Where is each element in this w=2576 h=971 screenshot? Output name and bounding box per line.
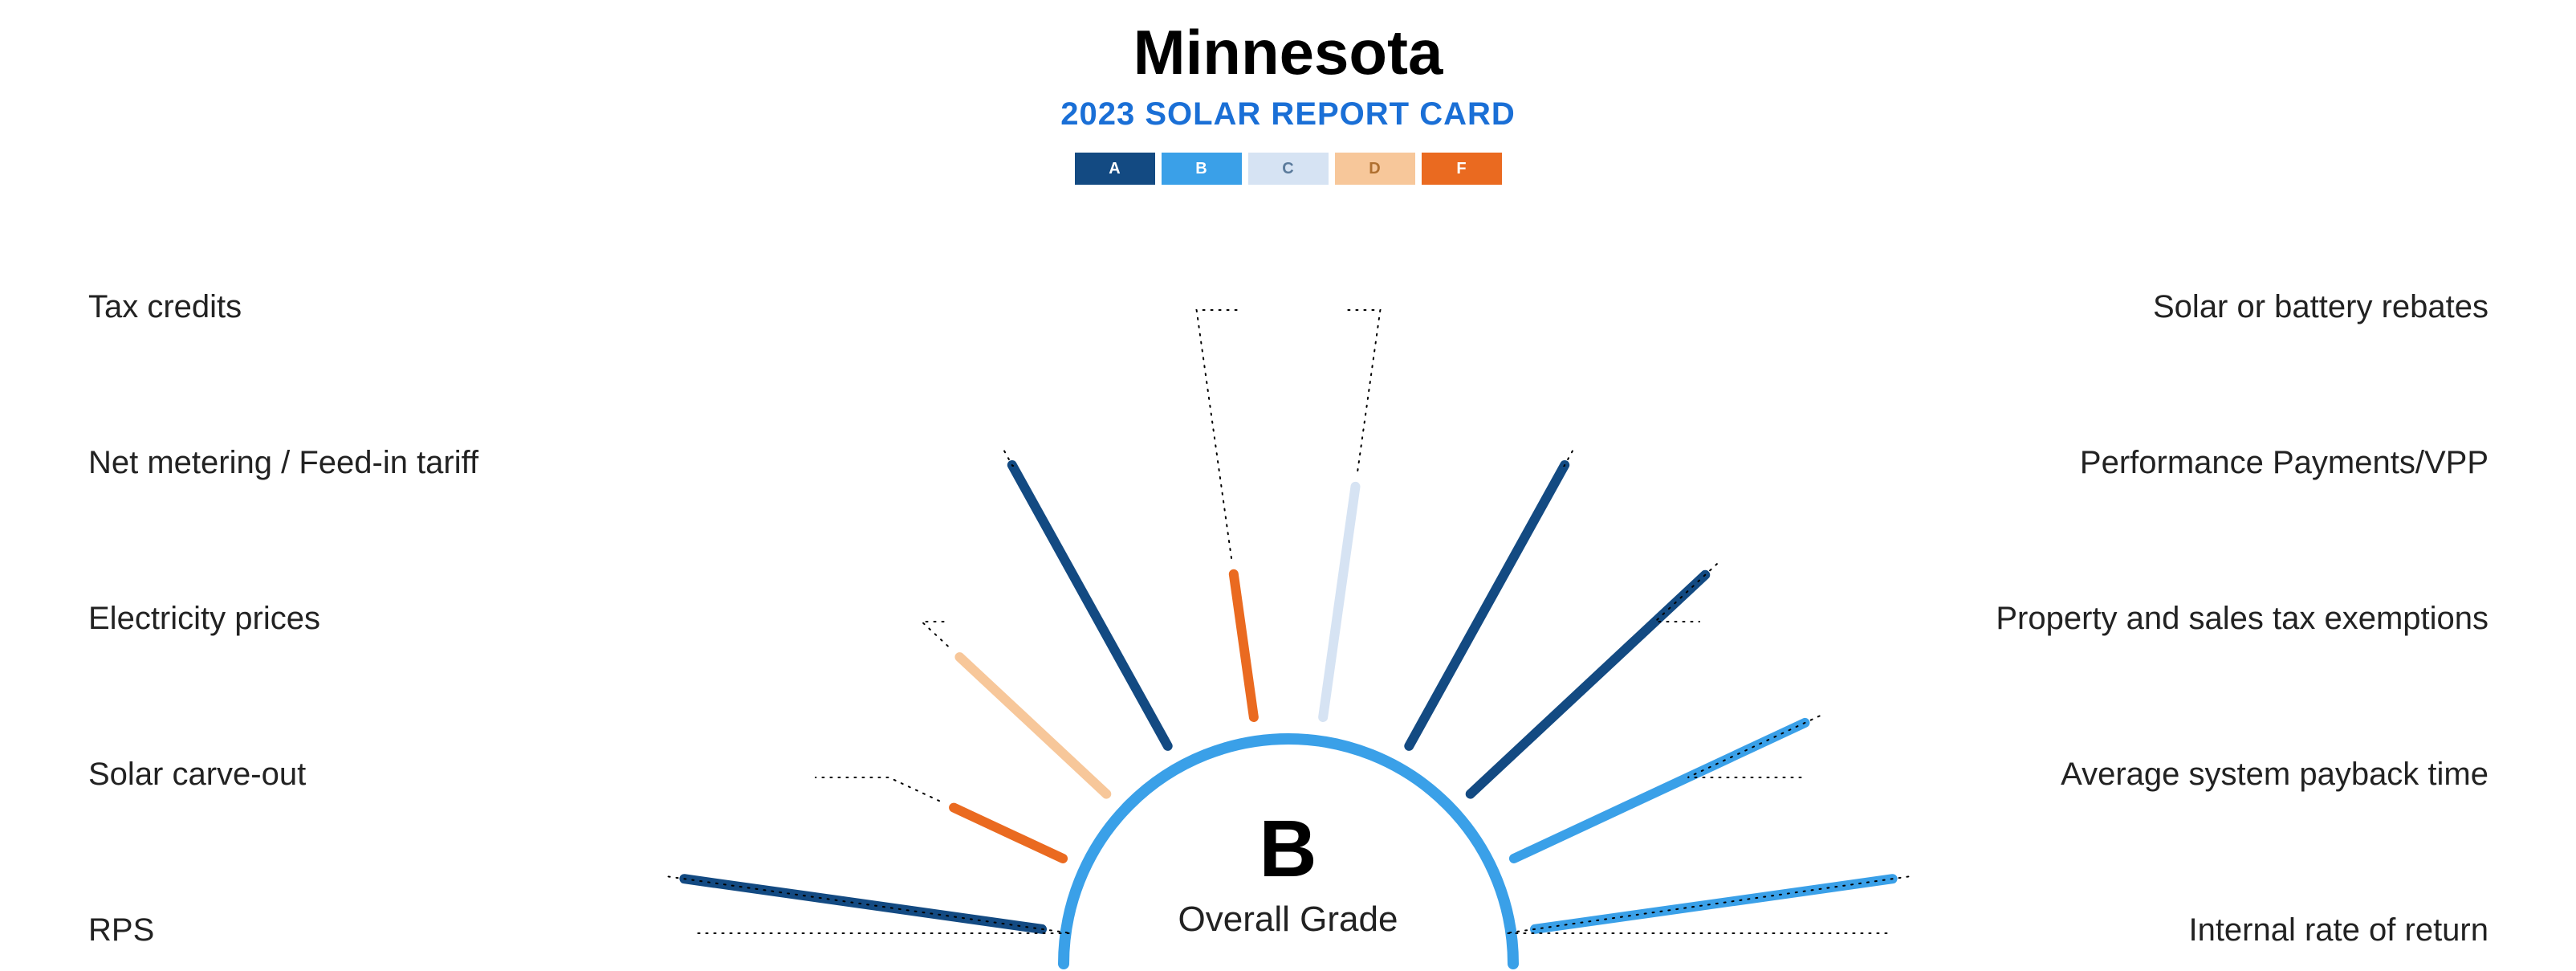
ray-1 — [954, 808, 1063, 859]
ray-6 — [1409, 465, 1565, 746]
ray-5 — [1323, 487, 1355, 717]
ray-3 — [1012, 465, 1168, 746]
metric-label-7: Property and sales tax exemptions — [1996, 601, 2489, 637]
metric-label-4: Tax credits — [88, 289, 242, 325]
overall-grade: B — [1259, 803, 1316, 896]
ray-2 — [959, 657, 1106, 794]
leader-5 — [1346, 310, 1380, 471]
ray-4 — [1234, 574, 1254, 717]
metric-label-6: Performance Payments/VPP — [2080, 445, 2489, 481]
leader-4 — [1197, 310, 1238, 558]
metric-label-9: Internal rate of return — [2188, 912, 2489, 949]
metric-label-1: Solar carve-out — [88, 757, 306, 793]
leader-2 — [922, 622, 948, 646]
metric-label-2: Electricity prices — [88, 601, 320, 637]
metric-label-5: Solar or battery rebates — [2153, 289, 2489, 325]
metric-label-3: Net metering / Feed-in tariff — [88, 445, 478, 481]
metric-label-0: RPS — [88, 912, 154, 949]
overall-grade-label: Overall Grade — [1178, 900, 1398, 940]
metric-label-8: Average system payback time — [2061, 757, 2489, 793]
leader-1 — [816, 777, 939, 801]
